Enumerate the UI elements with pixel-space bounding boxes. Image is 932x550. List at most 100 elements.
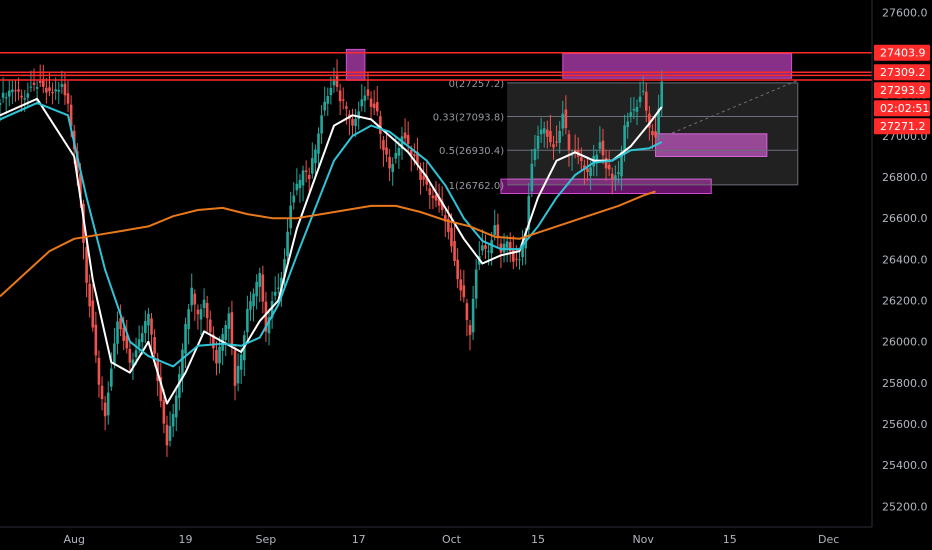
- x-axis-ticks[interactable]: Aug 19 Sep 17 Oct 15 Nov 15 Dec: [63, 533, 839, 546]
- candle-body: [512, 248, 515, 262]
- trend-line-dashed: [655, 79, 798, 141]
- candle-body: [88, 283, 91, 307]
- candle-body: [502, 243, 506, 253]
- price-tag-box: [874, 44, 930, 61]
- candle-body: [106, 392, 110, 416]
- y-tick-label: 26800.0: [882, 171, 928, 184]
- candle-body: [363, 95, 367, 101]
- candle-body: [174, 395, 178, 418]
- y-tick-label: 25800.0: [882, 377, 928, 390]
- x-tick-label: Nov: [632, 533, 654, 546]
- candle-body: [57, 89, 61, 92]
- candle-body: [527, 195, 531, 230]
- candle-body: [119, 318, 122, 330]
- candle-body: [131, 359, 135, 367]
- candlesticks: [0, 59, 664, 457]
- zone-rect: [562, 53, 793, 79]
- candle-body: [397, 148, 401, 156]
- candle-body: [604, 157, 608, 169]
- candle-body: [326, 95, 330, 104]
- candle-body: [620, 151, 623, 177]
- price-tag-label: 27293.9: [880, 84, 926, 97]
- candle-body: [422, 176, 425, 180]
- trend-line: [655, 79, 798, 141]
- candle-body: [283, 259, 286, 278]
- price-tag-label: 27309.2: [880, 66, 926, 79]
- candle-body: [638, 96, 642, 103]
- candle-body: [406, 135, 410, 144]
- fib-level-label: 0.5(26930.4): [439, 146, 504, 157]
- candle-body: [85, 247, 88, 283]
- price-tag-label: 02:02:51: [880, 102, 929, 115]
- candle-body: [332, 80, 336, 86]
- x-tick-label: Dec: [818, 533, 839, 546]
- candle-body: [320, 115, 323, 134]
- candle-body: [635, 106, 639, 112]
- candle-body: [385, 147, 388, 155]
- candle-body: [391, 163, 395, 172]
- candle-body: [208, 319, 212, 333]
- candle-body: [598, 142, 602, 149]
- candle-body: [468, 325, 472, 335]
- candle-body: [657, 108, 660, 134]
- candle-body: [32, 82, 36, 85]
- candle-body: [205, 302, 209, 319]
- fib-level-label: 0(27257.2): [449, 79, 505, 90]
- candle-body: [249, 301, 252, 310]
- candle-body: [1, 92, 5, 98]
- candle-body: [335, 75, 339, 87]
- fib-level-label: 1(26762.0): [449, 181, 505, 192]
- x-tick-label: 17: [352, 533, 366, 546]
- candle-body: [542, 128, 546, 134]
- candle-body: [338, 90, 342, 102]
- x-tick-label: Oct: [442, 533, 462, 546]
- candle-body: [314, 149, 317, 164]
- candle-body: [434, 194, 438, 201]
- y-tick-label: 25200.0: [882, 500, 928, 513]
- candle-body: [184, 323, 187, 354]
- candle-body: [51, 91, 54, 94]
- candle-body: [651, 130, 654, 136]
- candle-body: [614, 175, 617, 181]
- x-tick-label: 15: [531, 533, 545, 546]
- candle-body: [570, 154, 574, 156]
- candle-body: [465, 303, 469, 320]
- candle-body: [307, 174, 311, 179]
- candle-body: [539, 129, 543, 135]
- candle-body: [292, 195, 296, 203]
- candle-body: [224, 325, 228, 340]
- y-tick-label: 25600.0: [882, 418, 928, 431]
- candle-body: [394, 152, 398, 159]
- candle-body: [443, 215, 447, 222]
- candle-body: [654, 131, 657, 138]
- candle-body: [629, 112, 633, 117]
- candle-body: [0, 102, 2, 105]
- candle-body: [38, 80, 42, 83]
- horizontal-levels: [0, 51, 872, 81]
- candle-body: [623, 125, 626, 152]
- candle-body: [595, 154, 599, 161]
- price-tag-label: 27403.9: [880, 47, 926, 60]
- candle-body: [610, 173, 614, 180]
- candle-body: [258, 273, 262, 287]
- candle-body: [122, 328, 125, 341]
- candle-body: [181, 349, 184, 379]
- candle-body: [267, 317, 271, 334]
- candle-body: [561, 113, 565, 129]
- candle-body: [379, 116, 382, 134]
- y-tick-label: 27600.0: [882, 6, 928, 19]
- candle-body: [567, 134, 571, 151]
- candle-body: [134, 350, 138, 358]
- candle-body: [11, 89, 14, 93]
- candle-body: [644, 91, 648, 111]
- candle-body: [304, 170, 308, 172]
- price-tag-label: 27271.2: [880, 120, 926, 133]
- candle-body: [298, 179, 302, 189]
- candle-body: [144, 321, 147, 334]
- candle-body: [471, 298, 475, 333]
- fib-level-label: 0.33(27093.8): [433, 113, 505, 124]
- candle-body: [116, 321, 119, 344]
- x-tick-label: Aug: [63, 533, 84, 546]
